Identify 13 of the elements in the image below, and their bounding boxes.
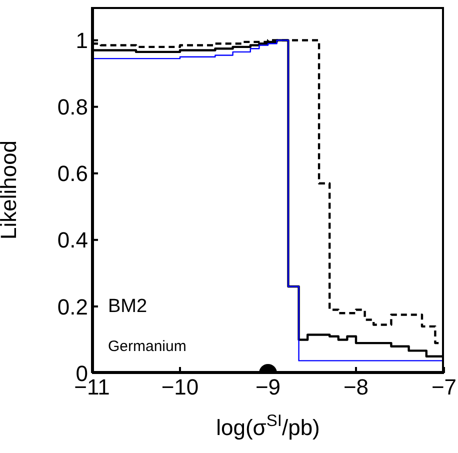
- y-tick-label: 0.8: [57, 94, 88, 120]
- x-tick-label: −8: [343, 374, 369, 400]
- y-tick-label: 0.6: [57, 161, 88, 186]
- y-axis-title: Likelihood: [0, 140, 21, 240]
- annotation: BM2: [108, 296, 148, 318]
- annotation: Germanium: [108, 338, 186, 356]
- y-tick-label: 1: [76, 28, 88, 54]
- x-tick-label: −9: [255, 374, 281, 400]
- y-tick-label: 0.2: [57, 294, 88, 320]
- x-tick-label: −10: [161, 374, 199, 400]
- x-tick-label: −7: [431, 374, 457, 400]
- y-tick-label: 0.4: [57, 228, 88, 253]
- x-axis-title: log(σ$^{SI}$/pb): [216, 412, 320, 440]
